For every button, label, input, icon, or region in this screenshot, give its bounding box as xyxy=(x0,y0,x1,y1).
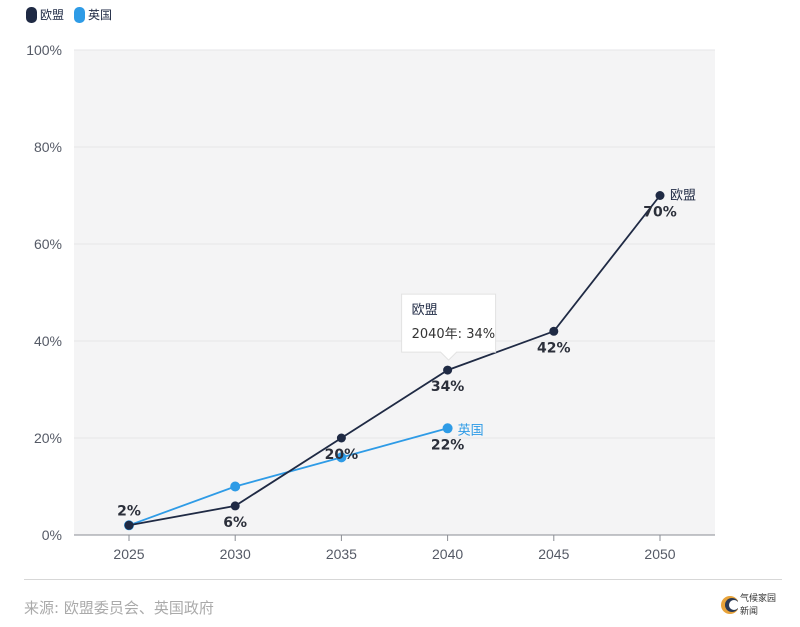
y-tick-label: 20% xyxy=(34,430,62,446)
data-label: 6% xyxy=(223,515,247,531)
tooltip-title: 欧盟 xyxy=(412,303,438,318)
legend-item-uk[interactable]: 英国 xyxy=(74,6,112,23)
data-point xyxy=(230,481,241,492)
source-note: 来源: 欧盟委员会、英国政府 xyxy=(24,599,214,617)
legend-label-eu: 欧盟 xyxy=(40,8,65,22)
y-tick-label: 100% xyxy=(26,42,62,58)
tooltip-text: 2040年: 34% xyxy=(412,327,496,342)
y-tick-label: 80% xyxy=(34,139,62,155)
data-label: 70% xyxy=(643,205,677,221)
logo-line-2: 新闻 xyxy=(740,607,759,617)
data-point xyxy=(124,520,134,530)
data-point xyxy=(336,452,347,463)
publisher-logo: 气候家园 新闻 xyxy=(720,588,790,622)
x-tick-label: 2025 xyxy=(113,546,144,562)
series-line xyxy=(128,194,661,527)
series-end-label: 英国 xyxy=(458,423,484,438)
data-label: 22% xyxy=(431,437,465,453)
data-label: 42% xyxy=(537,340,571,356)
data-point xyxy=(230,501,240,511)
data-point xyxy=(336,433,346,443)
plot-area xyxy=(74,50,715,535)
data-label: 20% xyxy=(325,447,359,463)
legend: 欧盟 英国 xyxy=(26,6,112,23)
legend-label-uk: 英国 xyxy=(88,8,113,22)
x-tick-label: 2045 xyxy=(538,546,569,562)
footer-divider xyxy=(24,579,782,580)
x-tick-label: 2035 xyxy=(326,546,357,562)
x-tick-label: 2040 xyxy=(432,546,463,562)
data-point xyxy=(442,423,453,434)
legend-swatch-eu xyxy=(26,6,37,23)
data-point xyxy=(655,191,665,200)
x-tick-label: 2050 xyxy=(644,546,675,562)
y-tick-label: 40% xyxy=(34,333,62,349)
x-tick-label: 2030 xyxy=(220,546,251,562)
logo-line-1: 气候家园 xyxy=(740,594,777,604)
data-point xyxy=(443,365,453,375)
data-label: 34% xyxy=(431,379,465,395)
logo-mark-icon xyxy=(721,596,738,614)
logo-text: 气候家园 新闻 xyxy=(740,593,776,619)
y-tick-label: 0% xyxy=(42,527,62,543)
tooltip-box xyxy=(401,293,497,361)
data-label: 2% xyxy=(117,503,141,519)
line-chart: 0% 20% 40% 60% 80% 100% 2025 2030 2035 2040 2045 20… xyxy=(26,42,715,562)
data-point xyxy=(549,326,559,336)
series-end-label: 欧盟 xyxy=(670,189,696,204)
y-tick-label: 60% xyxy=(34,236,62,252)
legend-swatch-uk xyxy=(74,6,86,23)
legend-item-eu[interactable]: 欧盟 xyxy=(26,6,64,23)
